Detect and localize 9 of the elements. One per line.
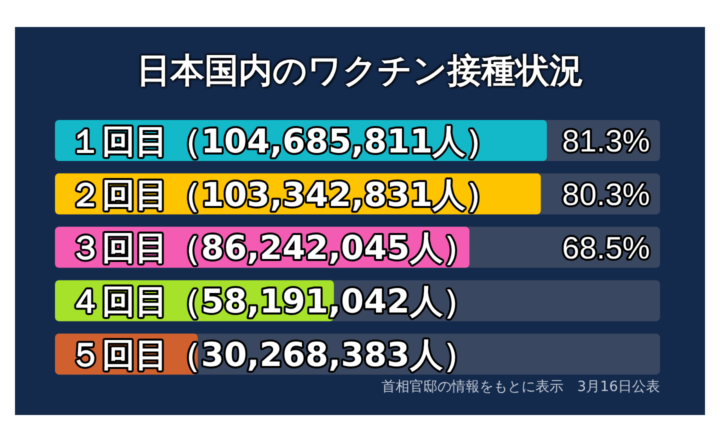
y-tick-label: ３回目（86,242,045人） [69, 228, 476, 268]
data-label: 81.3% [562, 124, 650, 159]
data-label: 80.3% [562, 177, 650, 212]
annotation: 首相官邸の情報をもとに表示 3月16日公表 [381, 378, 660, 396]
y-tick-label: １回目（104,685,811人） [69, 121, 499, 160]
data-label: 68.5% [562, 230, 650, 266]
chart-title: 日本国内のワクチン接種状況 [136, 50, 584, 93]
y-tick-label: ２回目（103,342,831人） [69, 174, 499, 214]
y-tick-label: ５回目（30,268,383人） [69, 334, 476, 374]
